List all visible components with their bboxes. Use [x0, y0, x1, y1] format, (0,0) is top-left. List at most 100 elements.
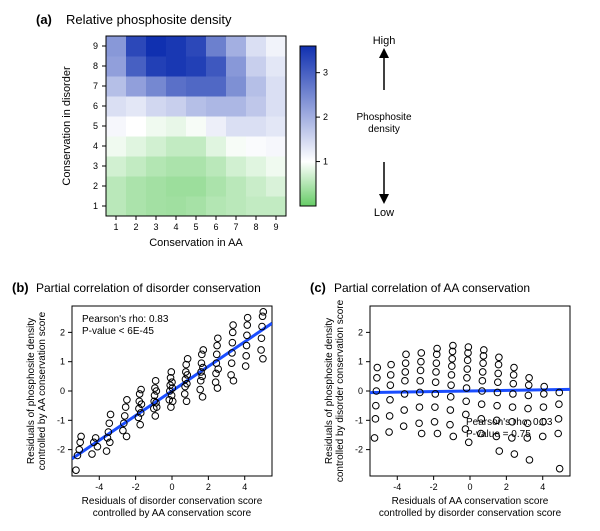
heatmap-cell	[266, 116, 287, 137]
heatmap-cell	[166, 176, 187, 197]
scatter-point	[213, 351, 220, 358]
heatmap-cell	[226, 136, 247, 157]
y-axis-label: Conservation in disorder	[61, 66, 73, 186]
arrow-up-icon	[379, 48, 389, 58]
heatmap-cell	[166, 76, 187, 97]
scatter-point	[183, 398, 190, 405]
heatmap-cell	[246, 96, 267, 117]
heatmap-cell	[246, 36, 267, 57]
heatmap-cell	[186, 156, 207, 177]
scatter-point	[197, 377, 204, 384]
heatmap-cell	[266, 136, 287, 157]
scatter-point	[244, 322, 251, 329]
scatter-point	[152, 377, 159, 384]
scatter-point	[540, 404, 547, 411]
scatter-point	[494, 402, 501, 409]
panel-b-axes: -4-2024-2-1012Residuals of disorder cons…	[26, 306, 272, 519]
panel-c-title: Partial correlation of AA conservation	[334, 281, 530, 295]
heatmap-cell	[166, 56, 187, 77]
scatter-point	[479, 377, 486, 384]
x-tick: 0	[169, 482, 174, 492]
arrow-down-icon	[379, 194, 389, 204]
heatmap-cell	[206, 56, 227, 77]
scatter-point	[449, 355, 456, 362]
scatter-point	[555, 416, 562, 423]
scatter-point	[495, 370, 502, 377]
scatter-point	[432, 404, 439, 411]
scatter-point	[418, 350, 425, 357]
y-axis-label: Residuals of phosphosite density	[26, 318, 37, 464]
y-axis-label: Residuals of phosphosite density	[324, 318, 335, 464]
scatter-point	[181, 391, 188, 398]
scatter-point	[448, 372, 455, 379]
x-tick: -2	[430, 482, 438, 492]
heatmap-cell	[126, 156, 147, 177]
y-tick: 1	[93, 201, 98, 211]
scatter-point	[556, 465, 563, 472]
stat-p: P-value < 6E-45	[82, 326, 154, 337]
heatmap-cell	[106, 36, 127, 57]
scatter-point	[242, 363, 249, 370]
scatter-point	[229, 339, 236, 346]
panel-a-title: Relative phosphosite density	[66, 12, 232, 27]
heatmap-cell	[186, 76, 207, 97]
scatter-point	[556, 401, 563, 408]
heatmap-cell	[126, 176, 147, 197]
scatter-point	[371, 435, 378, 442]
heatmap-cell	[206, 116, 227, 137]
stat-p: P-value = 0.75	[466, 429, 531, 440]
scatter-point	[464, 375, 471, 382]
scatter-point	[388, 361, 395, 368]
heatmap-cell	[106, 156, 127, 177]
heatmap-cell	[146, 96, 167, 117]
heatmap-cell	[246, 116, 267, 137]
panel-b: (b)Partial correlation of disorder conse…	[12, 280, 272, 519]
scatter-point	[417, 367, 424, 374]
heatmap-cell	[246, 56, 267, 77]
scatter-point	[214, 342, 221, 349]
scatter-point	[199, 351, 206, 358]
heatmap-cell	[166, 156, 187, 177]
heatmap-cell	[126, 56, 147, 77]
stat-rho: Pearson's rho: 0.03	[466, 417, 553, 428]
x-tick: 1	[113, 222, 118, 232]
scatter-point	[374, 364, 381, 371]
scatter-point	[418, 430, 425, 437]
scatter-point	[511, 364, 518, 371]
heatmap-cell	[206, 36, 227, 57]
heatmap-cell	[186, 36, 207, 57]
scatter-point	[386, 413, 393, 420]
heatmap-cell	[226, 196, 247, 217]
scatter-point	[434, 430, 441, 437]
heatmap-cell	[146, 76, 167, 97]
heatmap-cell	[266, 196, 287, 217]
heatmap-cell	[206, 156, 227, 177]
scatter-point	[89, 451, 96, 458]
scatter-point	[260, 355, 267, 362]
y-tick: 8	[93, 61, 98, 71]
panel-b-label: (b)	[12, 280, 29, 295]
x-tick: 4	[173, 222, 178, 232]
y-tick: 4	[93, 141, 98, 151]
x-tick: 7	[233, 222, 238, 232]
panel-c: (c)Partial correlation of AA conservatio…	[310, 280, 570, 519]
heatmap-cell	[186, 116, 207, 137]
scatter-point	[525, 392, 532, 399]
heatmap-cell	[266, 176, 287, 197]
y-axis-label2: controlled by AA conservation score	[37, 311, 48, 470]
cb-side-label: Phosphosite	[356, 112, 411, 123]
scatter-point	[464, 357, 471, 364]
scatter-point	[525, 405, 532, 412]
stat-rho: Pearson's rho: 0.83	[82, 314, 169, 325]
heatmap-cell	[146, 156, 167, 177]
x-tick: 9	[273, 222, 278, 232]
scatter-point	[103, 448, 110, 455]
y-tick: -2	[57, 445, 65, 455]
panel-c-axes: -4-2024-2-1012Residuals of AA conservati…	[324, 299, 570, 519]
scatter-point	[387, 372, 394, 379]
scatter-point	[198, 360, 205, 367]
x-tick: 2	[206, 482, 211, 492]
scatter-point	[386, 429, 393, 436]
scatter-point	[73, 467, 80, 474]
x-axis-label: Conservation in AA	[149, 237, 243, 249]
